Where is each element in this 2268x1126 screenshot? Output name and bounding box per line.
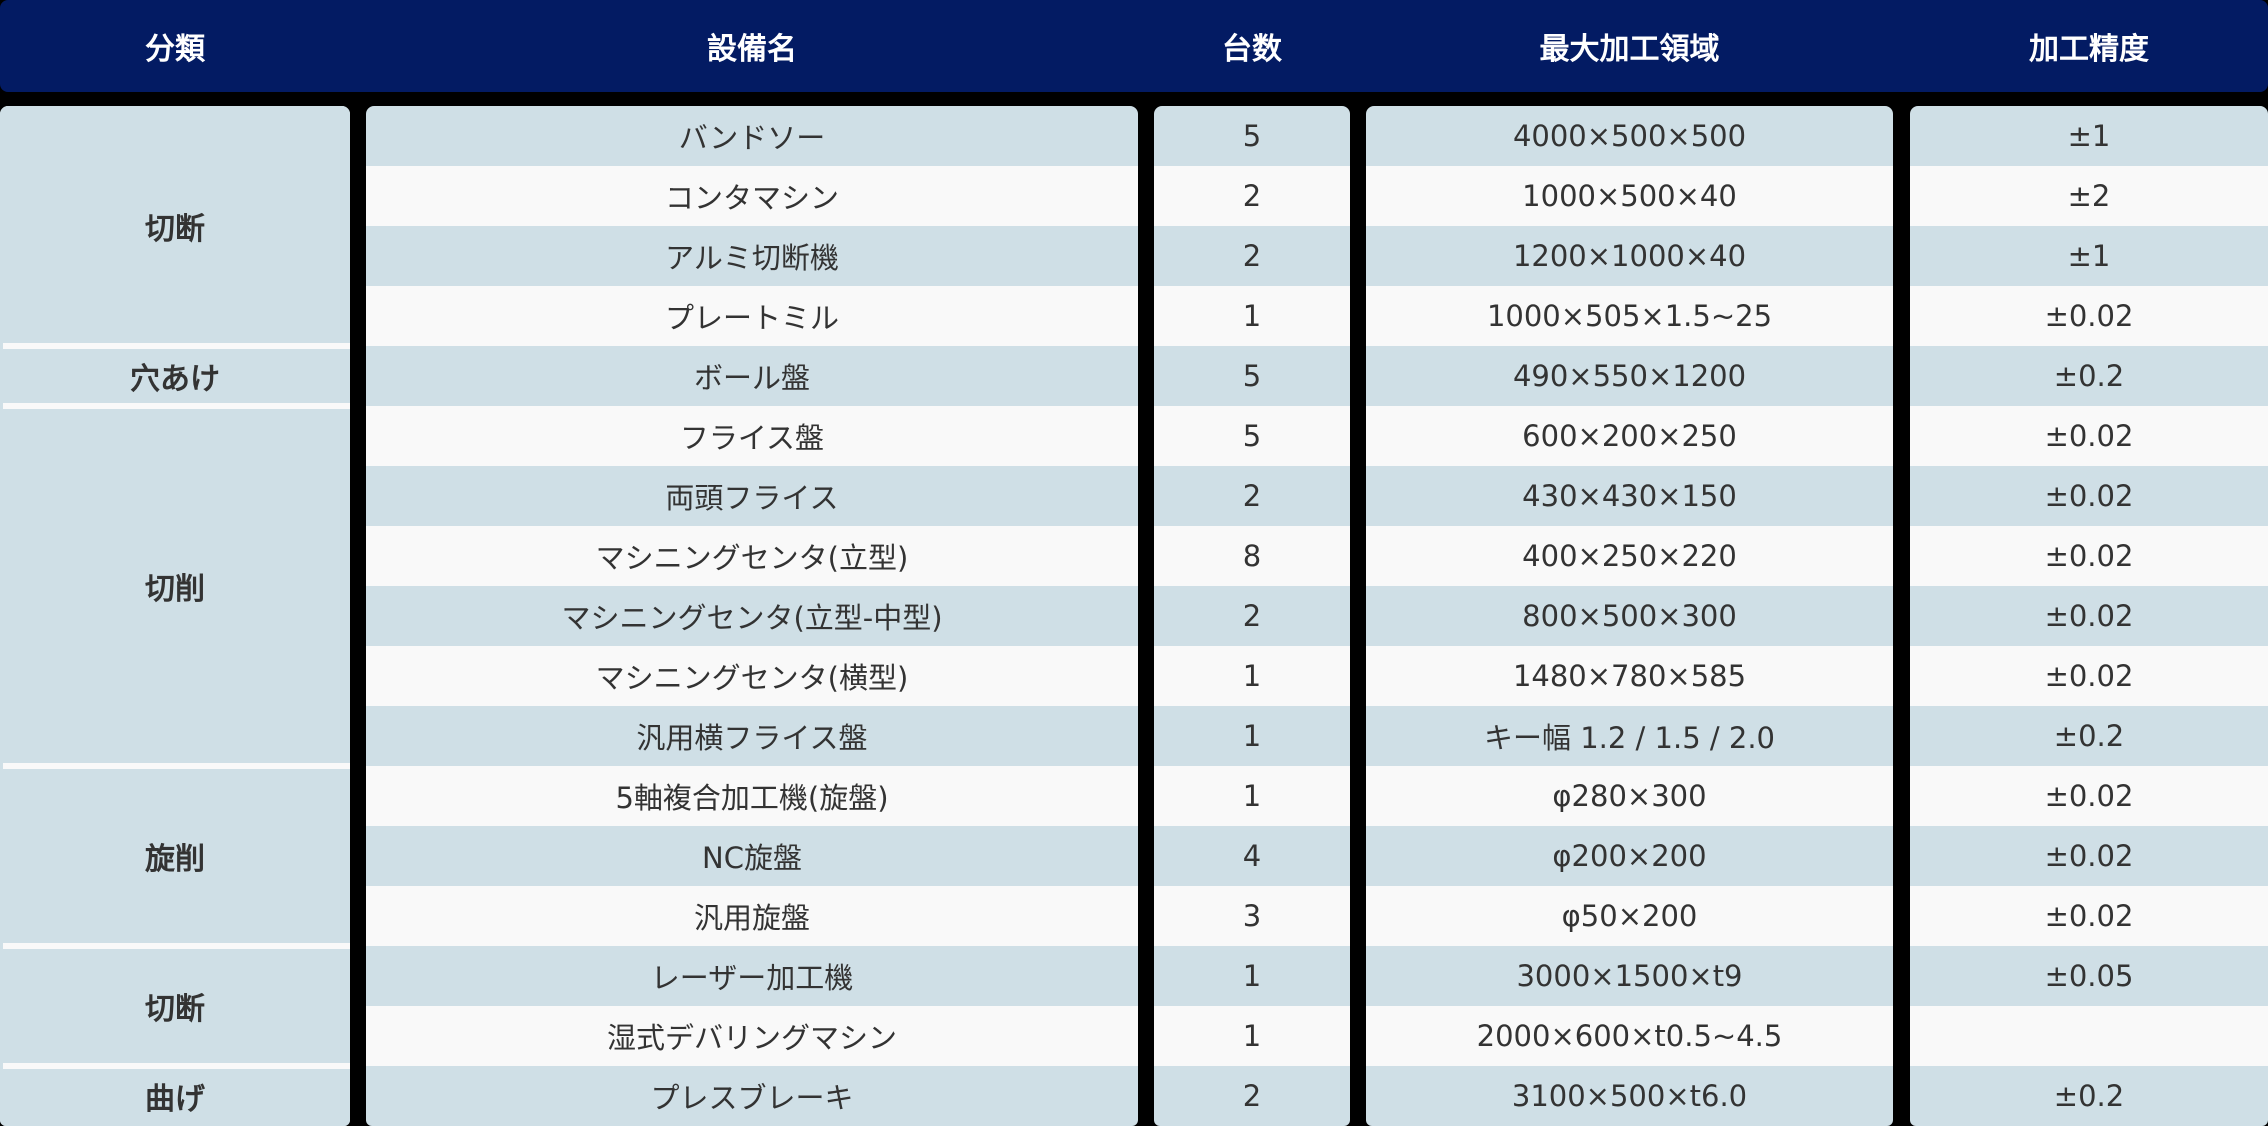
equipment-cell: マシニングセンタ(横型) <box>366 646 1138 706</box>
max-area-cell: 800×500×300 <box>1366 586 1893 646</box>
count-cell: 1 <box>1154 946 1350 1006</box>
precision-cell: ±0.02 <box>1910 406 2268 466</box>
count-cell: 4 <box>1154 826 1350 886</box>
precision-cell: ±0.02 <box>1910 826 2268 886</box>
count-cell: 2 <box>1154 226 1350 286</box>
equipment-cell: レーザー加工機 <box>366 946 1138 1006</box>
max-area-cell: 3000×1500×t9 <box>1366 946 1893 1006</box>
equipment-cell: マシニングセンタ(立型-中型) <box>366 586 1138 646</box>
max-area-cell: 2000×600×t0.5~4.5 <box>1366 1006 1893 1066</box>
equipment-cell: プレートミル <box>366 286 1138 346</box>
max-area-cell: 400×250×220 <box>1366 526 1893 586</box>
category-cell: 切削 <box>0 406 350 766</box>
max-area-cell: 600×200×250 <box>1366 406 1893 466</box>
max-area-cell: 490×550×1200 <box>1366 346 1893 406</box>
max-area-cell: 1480×780×585 <box>1366 646 1893 706</box>
category-cell: 切断 <box>0 106 350 346</box>
header-equipment: 設備名 <box>707 32 797 67</box>
max-area-cell: 1200×1000×40 <box>1366 226 1893 286</box>
count-cell: 1 <box>1154 706 1350 766</box>
count-cell: 8 <box>1154 526 1350 586</box>
equipment-cell: 汎用横フライス盤 <box>366 706 1138 766</box>
category-column: 切断 穴あけ 切削 旋削 切断 曲げ <box>0 106 350 1126</box>
category-divider <box>3 343 350 349</box>
equipment-cell: 湿式デバリングマシン <box>366 1006 1138 1066</box>
equipment-cell: フライス盤 <box>366 406 1138 466</box>
max-area-cell: φ50×200 <box>1366 886 1893 946</box>
count-cell: 5 <box>1154 346 1350 406</box>
category-divider <box>3 943 350 949</box>
category-divider <box>3 763 350 769</box>
precision-cell: ±1 <box>1910 106 2268 166</box>
table-header: 分類 設備名 台数 最大加工領域 加工精度 <box>0 0 2268 92</box>
precision-cell: ±2 <box>1910 166 2268 226</box>
equipment-cell: NC旋盤 <box>366 826 1138 886</box>
precision-cell: ±0.05 <box>1910 946 2268 1006</box>
precision-column: ±1 ±2 ±1 ±0.02 ±0.2 ±0.02 ±0.02 ±0.02 ±0.02 ±0.02… <box>1910 106 2268 1126</box>
equipment-cell: コンタマシン <box>366 166 1138 226</box>
precision-cell: ±0.02 <box>1910 766 2268 826</box>
category-cell: 切断 <box>0 946 350 1066</box>
equipment-cell: 汎用旋盤 <box>366 886 1138 946</box>
equipment-cell: 両頭フライス <box>366 466 1138 526</box>
max-area-cell: 1000×500×40 <box>1366 166 1893 226</box>
equipment-cell: マシニングセンタ(立型) <box>366 526 1138 586</box>
precision-cell: ±0.2 <box>1910 1066 2268 1126</box>
count-cell: 2 <box>1154 466 1350 526</box>
count-cell: 5 <box>1154 406 1350 466</box>
precision-cell: ±0.2 <box>1910 706 2268 766</box>
precision-cell: ±1 <box>1910 226 2268 286</box>
precision-cell: ±0.02 <box>1910 646 2268 706</box>
header-count: 台数 <box>1222 32 1282 67</box>
precision-cell: ±0.02 <box>1910 886 2268 946</box>
precision-cell: ±0.02 <box>1910 586 2268 646</box>
max-area-column: 4000×500×500 1000×500×40 1200×1000×40 1000×… <box>1366 106 1893 1126</box>
equipment-cell: バンドソー <box>366 106 1138 166</box>
equipment-cell: ボール盤 <box>366 346 1138 406</box>
equipment-cell: プレスブレーキ <box>366 1066 1138 1126</box>
max-area-cell: φ280×300 <box>1366 766 1893 826</box>
count-cell: 2 <box>1154 1066 1350 1126</box>
max-area-cell: φ200×200 <box>1366 826 1893 886</box>
equipment-cell: 5軸複合加工機(旋盤) <box>366 766 1138 826</box>
max-area-cell: キー幅 1.2 / 1.5 / 2.0 <box>1366 706 1893 766</box>
equipment-column: バンドソー コンタマシン アルミ切断機 プレートミル ボール盤 フライス盤 両頭フライス マシ… <box>366 106 1138 1126</box>
precision-cell: ±0.2 <box>1910 346 2268 406</box>
category-cell: 穴あけ <box>0 346 350 406</box>
category-divider <box>3 403 350 409</box>
count-cell: 1 <box>1154 766 1350 826</box>
count-cell: 2 <box>1154 586 1350 646</box>
count-cell: 1 <box>1154 646 1350 706</box>
count-cell: 1 <box>1154 1006 1350 1066</box>
max-area-cell: 1000×505×1.5~25 <box>1366 286 1893 346</box>
precision-cell: ±0.02 <box>1910 286 2268 346</box>
count-cell: 1 <box>1154 286 1350 346</box>
max-area-cell: 4000×500×500 <box>1366 106 1893 166</box>
header-precision: 加工精度 <box>2029 32 2149 67</box>
count-cell: 3 <box>1154 886 1350 946</box>
header-category: 分類 <box>145 32 205 67</box>
header-max-area: 最大加工領域 <box>1539 32 1720 67</box>
precision-cell <box>1910 1006 2268 1066</box>
equipment-cell: アルミ切断機 <box>366 226 1138 286</box>
count-cell: 2 <box>1154 166 1350 226</box>
category-cell: 曲げ <box>0 1066 350 1126</box>
precision-cell: ±0.02 <box>1910 466 2268 526</box>
precision-cell: ±0.02 <box>1910 526 2268 586</box>
max-area-cell: 430×430×150 <box>1366 466 1893 526</box>
count-cell: 5 <box>1154 106 1350 166</box>
max-area-cell: 3100×500×t6.0 <box>1366 1066 1893 1126</box>
category-divider <box>3 1063 350 1069</box>
category-cell: 旋削 <box>0 766 350 946</box>
